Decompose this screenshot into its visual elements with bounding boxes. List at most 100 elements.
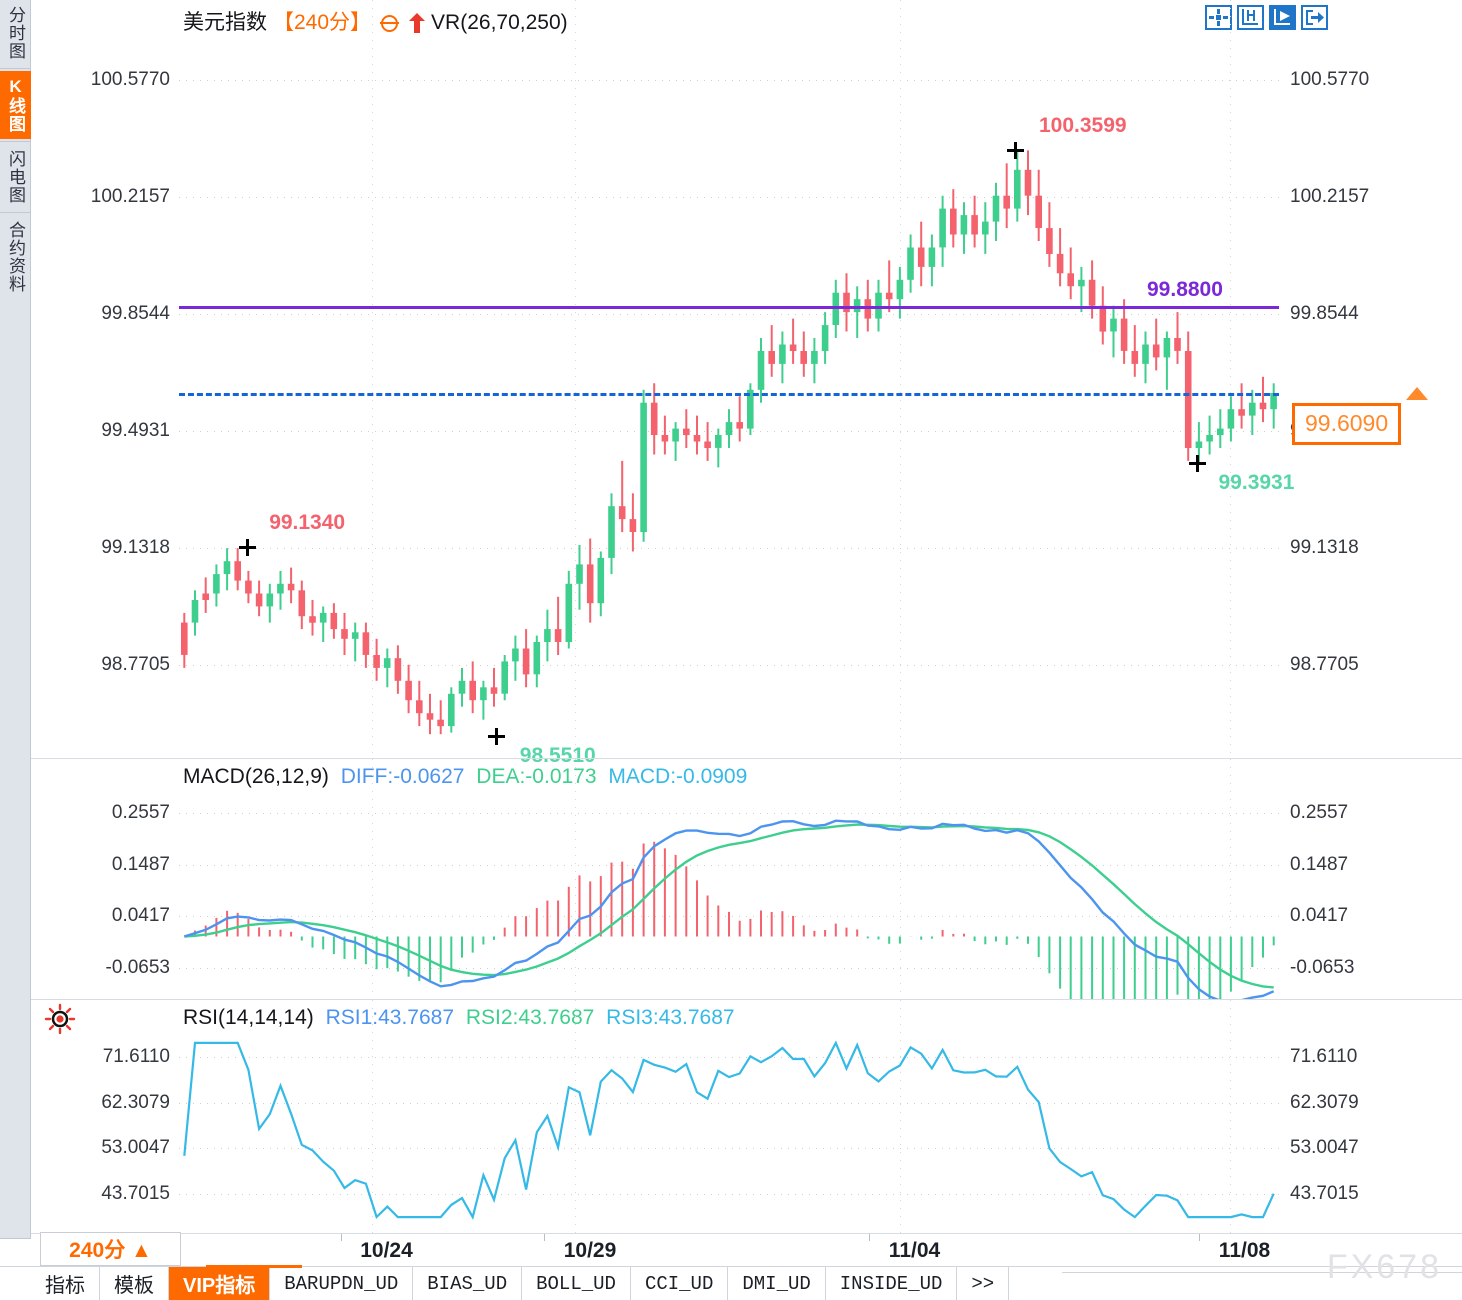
axis-tick-label: 99.1318 — [1290, 536, 1359, 558]
macd-diff-value: DIFF:-0.0627 — [340, 765, 465, 788]
axis-tick-label: 99.8544 — [101, 302, 170, 324]
axis-tick-label: 100.2157 — [1290, 186, 1370, 208]
time-tick-mark — [1198, 1234, 1200, 1241]
axis-tick-label: 100.5770 — [1290, 69, 1370, 91]
rsi-plot[interactable] — [179, 1000, 1279, 1234]
crosshair-tool-icon[interactable] — [1205, 5, 1232, 30]
tab-cci-ud[interactable]: CCI_UD — [631, 1267, 729, 1300]
axis-tick-label: 43.7015 — [101, 1183, 170, 1205]
macd-dea-line — [184, 823, 1274, 989]
price-marker-label: 99.3931 — [1218, 471, 1295, 495]
axis-tick-label: 71.6110 — [102, 1046, 170, 1068]
period-active-underline — [206, 1265, 302, 1268]
period-label: 【240分】 — [273, 11, 372, 34]
time-tick-label: 10/29 — [563, 1239, 617, 1262]
axis-tick-label: 43.7015 — [1290, 1183, 1359, 1205]
price-marker-label: 98.5510 — [519, 743, 596, 767]
chart-area: 美元指数 【240分】 VR(26,70,250) — [31, 0, 1462, 1300]
price-marker-label: 100.3599 — [1039, 114, 1127, 138]
circle-slash-icon[interactable] — [380, 15, 400, 32]
sidebar-divider — [0, 212, 30, 213]
price-marker-cross — [239, 538, 257, 556]
time-axis: 240分 ▲ 10/24 10/29 11/04 11/08 — [31, 1232, 1462, 1268]
macd-panel-header: MACD(26,12,9) DIFF:-0.0627 DEA:-0.0173 M… — [183, 765, 753, 789]
time-tick-label: 11/04 — [888, 1239, 941, 1262]
red-up-arrow-icon — [409, 13, 426, 33]
macd-plot[interactable] — [179, 759, 1279, 1000]
rsi2-value: RSI2:43.7687 — [465, 1006, 595, 1029]
time-tick-label: 10/24 — [360, 1239, 413, 1262]
sidebar-item-contract-info[interactable]: 合约资料 — [6, 221, 25, 293]
current-price-arrow-icon — [1406, 387, 1428, 401]
axis-tick-label: 71.6110 — [1290, 1046, 1358, 1068]
indicator-tab-bar: 指标 模板 VIP指标 BARUPDN_UD BIAS_UD BOLL_UD CCI_UD D… — [0, 1266, 1462, 1300]
rsi-series — [179, 1000, 1279, 1234]
axis-tick-label: 0.1487 — [111, 853, 170, 875]
macd-panel: MACD(26,12,9) DIFF:-0.0627 DEA:-0.0173 M… — [31, 758, 1462, 1000]
rsi3-value: RSI3:43.7687 — [606, 1006, 735, 1029]
tab-dmi-ud[interactable]: DMI_UD — [728, 1267, 826, 1300]
sun-icon[interactable] — [43, 1002, 77, 1036]
time-tick-mark — [340, 1234, 342, 1241]
axis-tick-label: 53.0047 — [101, 1137, 170, 1159]
watermark-line — [1062, 1272, 1462, 1273]
time-tick-mark — [544, 1234, 545, 1241]
macd-series — [179, 759, 1279, 1000]
axis-tick-label: 62.3079 — [1290, 1091, 1359, 1113]
axis-tick-label: 98.7705 — [101, 653, 170, 675]
axis-tick-label: 99.4931 — [101, 419, 170, 441]
axis-tick-label: 100.2157 — [90, 186, 170, 208]
rsi1-value: RSI1:43.7687 — [325, 1006, 455, 1029]
tabbar-left-pad — [0, 1267, 31, 1300]
rsi-title: RSI(14,14,14) — [183, 1006, 314, 1029]
purple-price-line[interactable] — [179, 305, 1279, 309]
sidebar-item-timeshare[interactable]: 分时图 — [6, 6, 25, 60]
tab-[interactable]: 指标 — [31, 1267, 100, 1300]
sidebar-item-lightning[interactable]: 闪电图 — [6, 150, 25, 204]
axis-tick-label: 0.0417 — [1290, 905, 1349, 927]
symbol-name: 美元指数 — [183, 11, 267, 34]
price-axis-left: 100.5770 100.2157 99.8544 99.4931 99.1318 98.… — [31, 0, 176, 758]
price-marker-cross — [1188, 455, 1206, 473]
trend-tool-icon[interactable] — [1269, 5, 1296, 30]
tab-vip[interactable]: VIP指标 — [169, 1267, 271, 1300]
rsi1-line — [183, 1040, 1275, 1221]
chart-toolbar — [1205, 5, 1328, 30]
tab-[interactable]: 模板 — [100, 1267, 169, 1300]
rsi-axis-left: 71.6110 62.3079 53.0047 43.7015 — [31, 1000, 176, 1233]
candlestick-series — [179, 0, 1279, 758]
rsi-panel: RSI(14,14,14) RSI1:43.7687 RSI2:43.7687 … — [31, 999, 1462, 1234]
tab-bias-ud[interactable]: BIAS_UD — [413, 1267, 523, 1300]
rsi-panel-header: RSI(14,14,14) RSI1:43.7687 RSI2:43.7687 … — [183, 1006, 741, 1030]
purple-line-label: 99.8800 — [1147, 277, 1223, 301]
last-price-dashed-line — [179, 393, 1279, 397]
time-tick-label: 11/08 — [1218, 1239, 1271, 1262]
price-marker-cross — [1007, 142, 1024, 160]
price-panel: 美元指数 【240分】 VR(26,70,250) — [31, 0, 1462, 767]
axis-tick-label: 0.2557 — [111, 802, 170, 824]
tab-boll-ud[interactable]: BOLL_UD — [522, 1267, 631, 1300]
price-plot[interactable]: 99.8800 100.3599 99.1340 99.3931 98.5510 — [179, 0, 1294, 767]
tab-barupdn-ud[interactable]: BARUPDN_UD — [270, 1267, 414, 1300]
axis-tick-label: 99.8544 — [1290, 302, 1359, 324]
rsi-axis-right: 71.6110 62.3079 53.0047 43.7015 — [1284, 1000, 1462, 1233]
expand-right-icon[interactable] — [1301, 5, 1328, 30]
axis-tick-label: 0.1487 — [1290, 853, 1349, 875]
measure-tool-icon[interactable] — [1237, 5, 1264, 30]
axis-tick-label: -0.0653 — [1290, 956, 1355, 978]
macd-diff-line — [183, 819, 1275, 1000]
tab-[interactable]: >> — [957, 1267, 1010, 1300]
axis-tick-label: 0.2557 — [1290, 802, 1349, 824]
period-button[interactable]: 240分 ▲ — [40, 1232, 181, 1266]
axis-tick-label: 100.5770 — [90, 69, 170, 91]
sidebar-footer-blank — [0, 1238, 31, 1260]
tab-inside-ud[interactable]: INSIDE_UD — [826, 1267, 958, 1300]
sidebar-item-kline[interactable]: K线图 — [0, 71, 31, 139]
sidebar-divider — [0, 141, 30, 142]
price-marker-cross — [487, 727, 505, 745]
left-sidebar: 分时图 K线图 闪电图 合约资料 — [0, 0, 31, 1260]
current-price-tag[interactable]: 99.6090 — [1292, 403, 1402, 446]
macd-macd-value: MACD:-0.0909 — [608, 765, 748, 788]
macd-dea-value: DEA:-0.0173 — [476, 765, 597, 788]
